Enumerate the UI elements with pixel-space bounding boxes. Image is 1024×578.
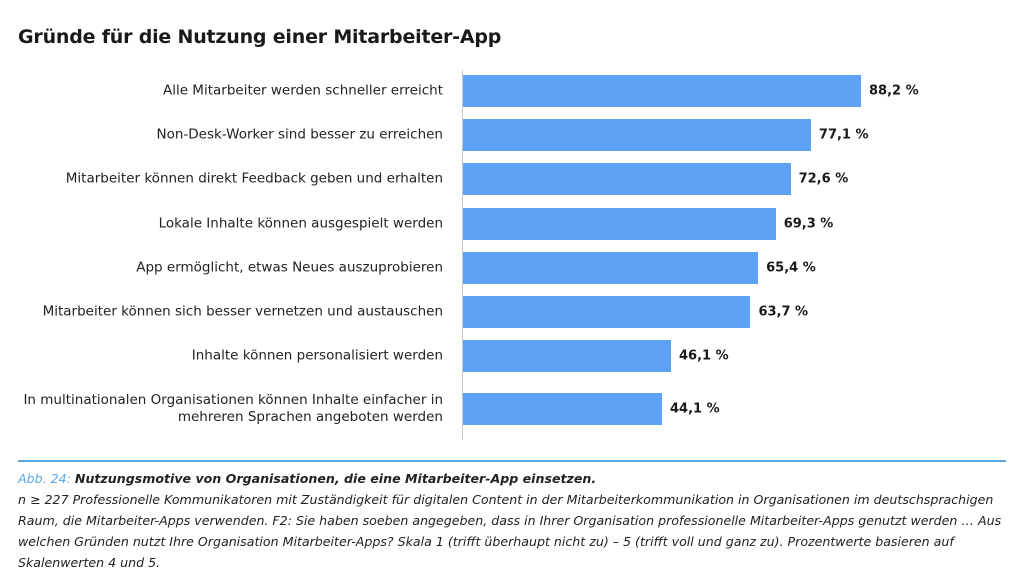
value-label: 88,2 % [869,83,919,99]
chart: Alle Mitarbeiter werden schneller erreic… [23,70,919,440]
caption-note: n ≥ 227 Professionelle Kommunikatoren mi… [18,492,1002,570]
category-label: App ermöglicht, etwas Neues auszuprobier… [136,259,443,276]
value-label: 46,1 % [679,348,729,364]
value-label: 69,3 % [783,216,834,232]
bar [463,75,861,107]
bar [463,393,662,425]
category-label: Alle Mitarbeiter werden schneller erreic… [162,82,443,99]
chart-title: Gründe für die Nutzung einer Mitarbeiter… [18,26,502,48]
value-label: 72,6 % [798,171,849,187]
caption-label: Abb. 24: [18,471,71,486]
bar [463,119,811,152]
category-label: In multinationalen Organisationen können… [23,392,443,425]
value-label: 77,1 % [818,127,869,143]
caption-rule [18,460,1006,462]
category-label: Lokale Inhalte können ausgespielt werden [158,215,443,232]
bar [463,340,672,373]
caption-title: Nutzungsmotive von Organisationen, die e… [74,471,597,486]
axis-line [462,70,463,440]
category-label: Non-Desk-Worker sind besser zu erreichen [156,126,443,143]
bar [463,296,751,328]
value-label: 63,7 % [758,304,809,320]
category-label: Mitarbeiter können sich besser vernetzen… [42,303,443,320]
bar [463,251,759,284]
bar [463,207,776,240]
bar [463,163,791,196]
value-label: 65,4 % [766,260,816,276]
category-label: Mitarbeiter können direkt Feedback geben… [65,170,443,187]
category-label: Inhalte können personalisiert werden [191,347,443,364]
caption: Abb. 24: Nutzungsmotive von Organisation… [18,468,1008,573]
value-label: 44,1 % [670,401,720,417]
